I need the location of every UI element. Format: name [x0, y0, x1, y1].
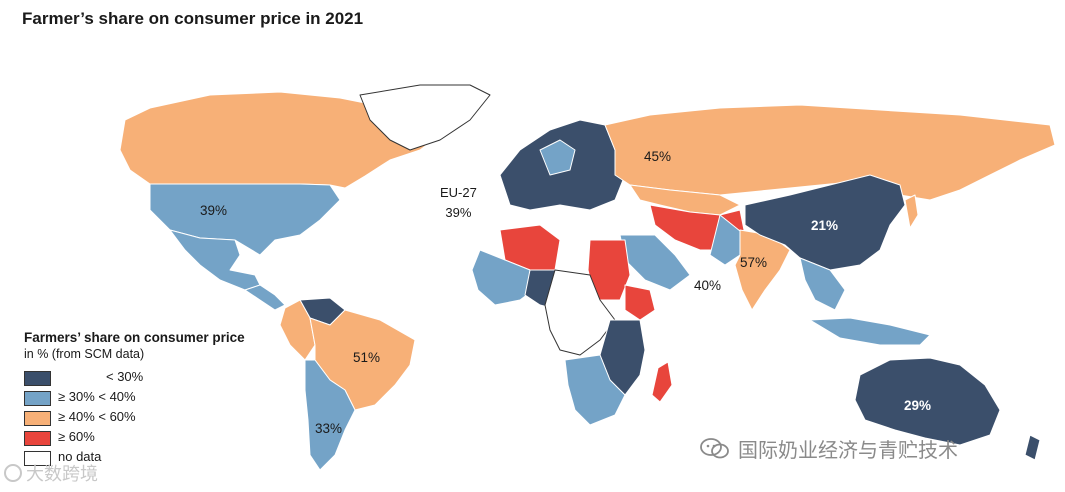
region-europe-light	[539, 139, 576, 176]
region-arabia	[619, 234, 691, 291]
label-eu27-name: EU-27	[440, 185, 477, 200]
region-colombia-peru	[279, 299, 316, 361]
region-ethiopia	[624, 284, 656, 321]
watermark-right: 国际奶业经济与青贮技术	[700, 434, 958, 463]
watermark-left-text: 大数跨境	[26, 464, 98, 484]
legend-label: ≥ 60%	[58, 429, 95, 444]
region-japan	[904, 194, 919, 229]
region-canada	[119, 91, 441, 189]
region-argentina	[304, 359, 356, 471]
region-madagascar	[651, 361, 673, 403]
legend-item: ≥ 30% < 40%	[24, 389, 245, 409]
watermark-left: 大数跨境	[4, 460, 98, 486]
label-australia: 29%	[904, 398, 932, 413]
legend-swatch	[24, 431, 51, 446]
region-central-america	[244, 284, 286, 311]
region-indonesia	[809, 317, 931, 346]
legend-item: no data	[24, 449, 245, 469]
legend-label: ≥ 40% < 60%	[58, 409, 136, 424]
legend-swatch	[24, 451, 51, 466]
label-russia: 45%	[644, 149, 672, 164]
legend: Farmers’ share on consumer price in % (f…	[24, 330, 245, 469]
legend-label: no data	[58, 449, 102, 464]
label-pakistan: 40%	[694, 278, 722, 293]
label-eu27: EU-27 39%	[440, 183, 477, 223]
legend-item: < 30%	[24, 369, 245, 389]
region-egypt-sudan	[587, 239, 631, 301]
region-greenland	[359, 84, 491, 151]
region-mexico	[169, 229, 261, 291]
legend-title: Farmers’ share on consumer price	[24, 330, 245, 345]
label-brazil: 51%	[353, 350, 381, 365]
legend-label: ≥ 30% < 40%	[58, 389, 136, 404]
region-new-zealand	[1024, 434, 1041, 461]
legend-item: ≥ 60%	[24, 429, 245, 449]
region-china	[744, 174, 906, 271]
legend-swatch	[24, 371, 51, 386]
wechat-icon	[700, 437, 729, 458]
region-se-asia	[799, 257, 846, 311]
label-india: 57%	[740, 255, 768, 270]
legend-swatch	[24, 391, 51, 406]
label-china: 21%	[811, 218, 839, 233]
region-west-africa	[471, 249, 541, 306]
legend-subtitle: in % (from SCM data)	[24, 347, 145, 361]
map-title: Farmer’s share on consumer price in 2021	[22, 9, 364, 28]
label-eu27-value: 39%	[445, 205, 472, 220]
legend-swatch	[24, 411, 51, 426]
region-australia	[854, 357, 1001, 446]
label-argentina: 33%	[315, 421, 343, 436]
watermark-right-text: 国际奶业经济与青贮技术	[738, 440, 958, 462]
region-southern-africa	[564, 354, 626, 426]
legend-label: < 30%	[106, 369, 144, 384]
label-usa: 39%	[200, 203, 228, 218]
legend-item: ≥ 40% < 60%	[24, 409, 245, 429]
region-usa	[149, 183, 341, 256]
region-central-africa	[544, 269, 616, 356]
watermark-logo-icon	[4, 464, 22, 482]
